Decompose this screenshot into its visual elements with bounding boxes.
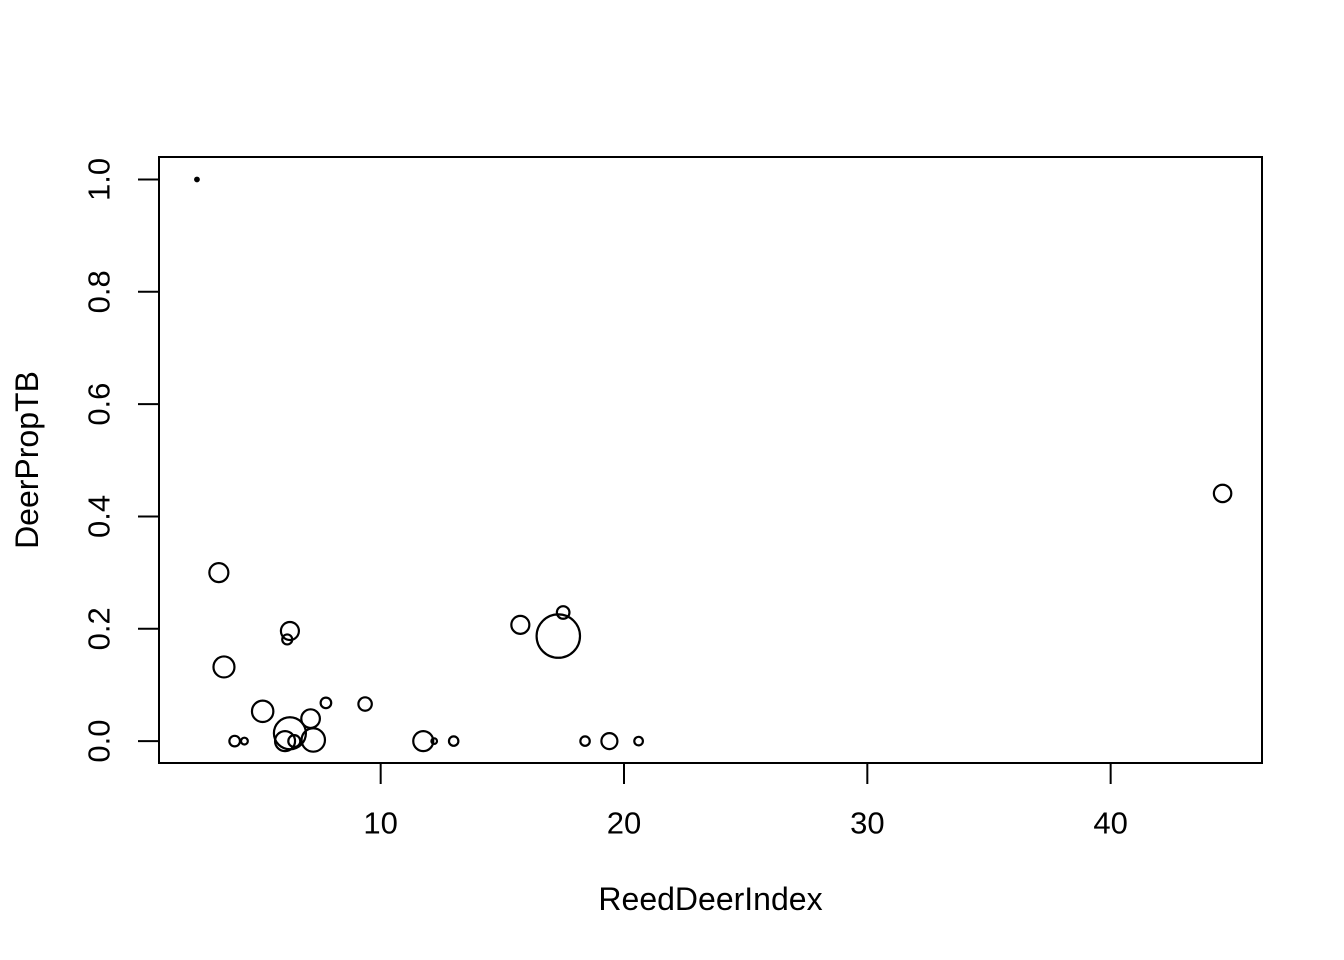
data-point [300,708,321,730]
y-tick-label: 0.8 [82,270,117,313]
data-point [430,737,439,745]
data-point [579,735,591,747]
data-point [208,562,230,584]
x-tick-label: 10 [363,806,397,841]
x-tick-label: 20 [607,806,641,841]
data-point [239,736,249,746]
x-axis-title: ReedDeerIndex [598,881,822,917]
y-tick-label: 0.6 [82,383,117,426]
y-tick-label: 0.4 [82,495,117,538]
data-point [228,734,242,748]
y-axis-title: DeerPropTB [9,371,45,549]
data-point [272,716,308,751]
data-point [194,176,200,183]
data-point [287,733,302,749]
x-tick-label: 30 [850,806,884,841]
data-point [212,655,236,679]
data-point [412,729,435,753]
data-point [1212,483,1233,504]
x-tick-label: 40 [1093,806,1127,841]
data-point [535,613,582,659]
data-point [633,735,644,747]
data-point [279,620,301,642]
y-tick-label: 0.0 [82,720,117,763]
data-point [600,731,619,751]
data-point [447,735,460,747]
plot-border [158,156,1263,764]
data-point [319,696,333,710]
y-tick-label: 0.2 [82,607,117,650]
data-point [357,696,373,712]
data-point [300,727,327,753]
data-point [555,605,571,620]
y-tick-label: 1.0 [82,158,117,201]
data-point [250,699,275,724]
data-point [510,614,531,635]
